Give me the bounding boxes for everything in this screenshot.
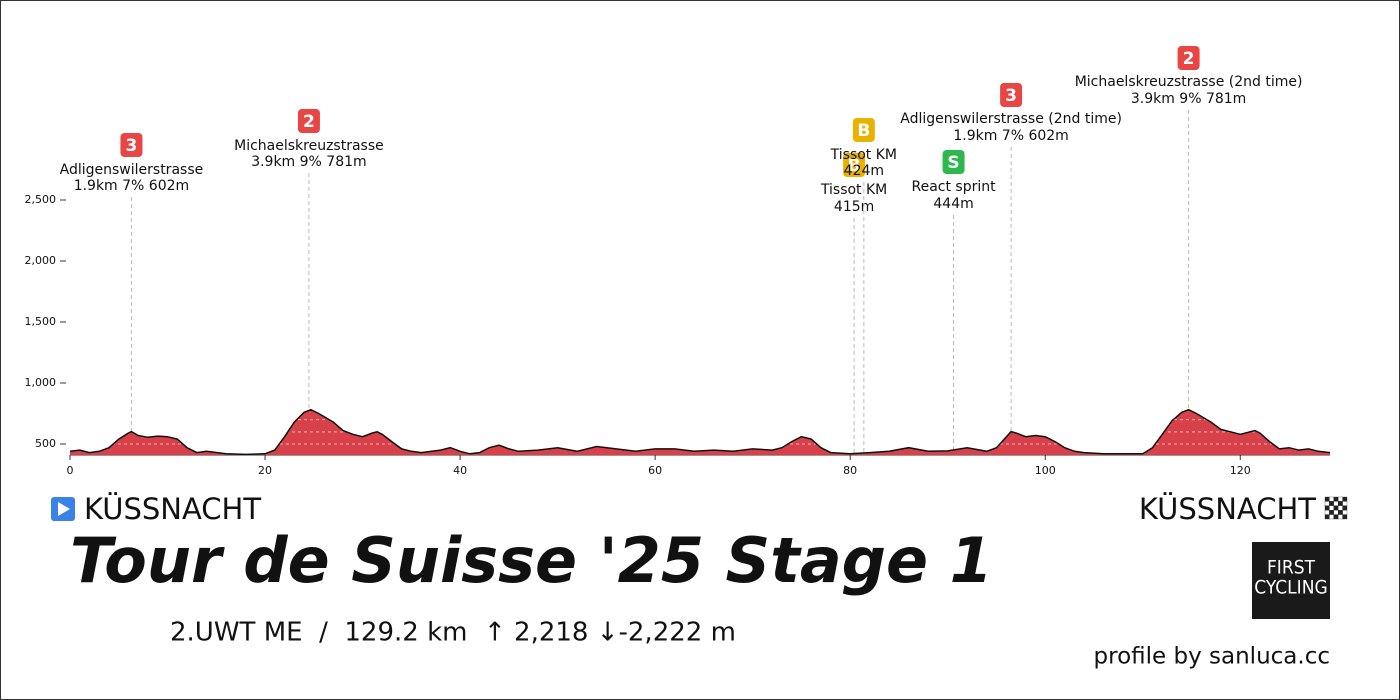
flag-cell [1329,496,1334,502]
climb-details: 444m [933,196,973,212]
x-tick-label: 100 [1035,464,1056,477]
climb-badge [297,109,320,133]
y-tick-label: 2,000 [25,254,57,267]
flag-cell [1324,505,1330,511]
climb-name: Michaelskreuzstrasse [234,138,384,154]
flag-cell [1324,510,1330,515]
flag-cell [1342,496,1348,502]
chart-title: Tour de Suisse '25 Stage 1 [70,524,993,597]
climb-name: React sprint [911,179,996,195]
y-tick-label: 1,500 [25,315,57,328]
flag-cell [1338,514,1343,520]
climb-badge-label: B [857,121,870,141]
climb-name: Adligenswilerstrasse (2nd time) [900,111,1122,127]
start-icon-arrow [58,502,70,516]
y-tick-label: 500 [35,437,56,450]
flag-cell [1324,514,1330,520]
flag-cell [1324,496,1330,502]
climb-badge-label: B [848,156,861,176]
logo-text: FIRST [1267,557,1316,579]
flag-cell [1342,505,1348,511]
flag-cell [1329,505,1334,511]
finish-icon [1324,496,1348,520]
climb-details: 1.9km 7% 602m [74,178,189,194]
flag-cell [1338,501,1343,506]
climb-badge-label: 2 [1183,49,1195,69]
flag-cell [1333,510,1339,515]
climb-badge-label: 3 [126,136,138,156]
climb-name: Tissot KM [830,147,897,163]
logo-text: CYCLING [1254,577,1328,599]
climb-name: Adligenswilerstrasse [60,162,204,178]
finish-label: KÜSSNACHT [1139,492,1316,526]
climb-badge [843,153,866,177]
climb-details: 3.9km 9% 781m [251,154,366,170]
flag-cell [1338,505,1343,511]
climb-badge-label: S [947,153,959,173]
climb-details: 415m [834,199,874,215]
y-tick-label: 2,500 [25,193,57,206]
climb-name: Tissot KM [820,182,887,198]
climb-badge [1177,46,1200,70]
climb-badge [1000,83,1023,107]
logo [1252,542,1330,619]
flag-cell [1342,510,1348,515]
x-tick-label: 40 [453,464,467,477]
climb-badge [852,118,875,142]
x-tick-label: 60 [648,464,662,477]
climb-badge [120,133,143,157]
flag-cell [1342,514,1348,520]
stage-info: 2.UWT ME / 129.2 km ↑ 2,218 ↓-2,222 m [170,618,736,648]
climb-details: 3.9km 9% 781m [1131,91,1246,107]
flag-cell [1329,514,1334,520]
profile-line [69,408,1331,456]
climb-details: 1.9km 7% 602m [953,128,1068,144]
climb-badge-label: 2 [303,112,315,132]
flag-cell [1324,501,1330,506]
climb-badge [942,150,965,174]
credit: profile by sanluca.cc [1094,644,1330,670]
flag-cell [1338,510,1343,515]
flag-cell [1338,496,1343,502]
x-tick-label: 120 [1230,464,1251,477]
x-tick-label: 20 [258,464,272,477]
start-label: KÜSSNACHT [84,492,261,526]
flag-cell [1329,501,1334,506]
x-tick-label: 0 [67,464,74,477]
climb-name: Michaelskreuzstrasse (2nd time) [1075,74,1303,90]
flag-cell [1333,501,1339,506]
y-tick-label: 1,000 [25,376,57,389]
flag-cell [1342,501,1348,506]
flag-cell [1329,510,1334,515]
climb-badge-label: 3 [1005,86,1017,106]
flag-cell [1333,514,1339,520]
flag-cell [1333,496,1339,502]
x-tick-label: 80 [843,464,857,477]
flag-cell [1333,505,1339,511]
climb-details: 424m [844,163,884,179]
